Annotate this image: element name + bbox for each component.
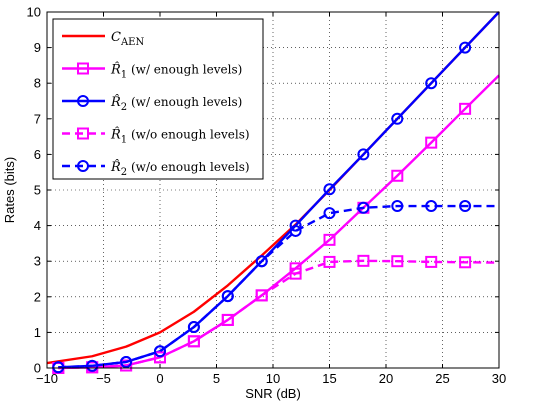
circle-marker <box>86 359 99 372</box>
legend-label: R̂1 (w/ enough levels) <box>110 61 242 80</box>
circle-marker <box>459 41 472 54</box>
y-tick-label: 1 <box>34 325 41 340</box>
y-tick-label: 5 <box>34 183 41 198</box>
circle-marker <box>221 290 234 303</box>
square-marker <box>323 233 336 246</box>
circle-marker <box>255 255 268 268</box>
circle-marker <box>289 224 302 237</box>
square-marker <box>425 255 438 268</box>
legend-item: R̂1 (w/ enough levels) <box>62 61 242 81</box>
circle-marker <box>357 201 370 214</box>
square-marker <box>323 255 336 268</box>
square-marker <box>357 254 370 267</box>
y-tick-label: 6 <box>34 147 41 162</box>
square-marker <box>459 256 472 269</box>
y-tick-label: 2 <box>34 289 41 304</box>
circle-marker <box>391 200 404 213</box>
square-marker <box>391 169 404 182</box>
x-axis-title: SNR (dB) <box>245 386 301 401</box>
legend-item: R̂1 (w/o enough levels) <box>62 126 250 146</box>
x-tick-label: 15 <box>322 371 336 386</box>
x-tick-label: 25 <box>435 371 449 386</box>
legend-item: CAEN <box>62 30 144 48</box>
circle-marker-legend <box>77 95 89 107</box>
y-tick-label: 4 <box>34 218 41 233</box>
square-marker <box>459 102 472 115</box>
square-marker <box>187 335 200 348</box>
circle-marker <box>52 361 65 374</box>
square-marker-legend <box>77 127 89 140</box>
series-5 <box>52 200 499 374</box>
x-tick-label: 0 <box>156 371 163 386</box>
square-marker <box>391 255 404 268</box>
series-layer <box>46 11 500 374</box>
x-tick-label: 10 <box>266 371 280 386</box>
square-marker <box>289 267 302 280</box>
circle-marker <box>391 112 404 125</box>
circle-marker-legend <box>77 160 89 172</box>
circle-marker <box>459 200 472 213</box>
circle-marker <box>154 345 166 358</box>
square-marker <box>425 136 438 149</box>
x-tick-label: −10 <box>36 371 58 386</box>
legend-item: R̂2 (w/o enough levels) <box>62 159 250 178</box>
square-marker <box>120 359 133 372</box>
circle-marker <box>289 219 302 232</box>
circle-marker <box>187 321 200 334</box>
circle-marker <box>425 77 438 90</box>
y-tick-label: 0 <box>34 361 41 376</box>
y-tick-label: 7 <box>34 111 41 126</box>
y-axis-title: Rates (bits) <box>2 157 17 223</box>
legend-item: R̂2 (w/ enough levels) <box>62 94 242 113</box>
x-tick-label: 5 <box>213 371 220 386</box>
x-tick-label: 30 <box>492 371 506 386</box>
legend-label: R̂2 (w/o enough levels) <box>110 159 250 178</box>
legend-label: CAEN <box>111 30 144 48</box>
y-tick-label: 3 <box>34 254 41 269</box>
tick-layer: −10 −5 0 5 10 15 20 25 30 0 1 2 3 4 5 6 7 8 9 10 <box>27 5 507 387</box>
legend-label: R̂1 (w/o enough levels) <box>110 126 250 145</box>
legend: CAEN R̂1 (w/ enough levels) R̂2 (w/ enough… <box>52 18 264 180</box>
circle-marker <box>425 200 438 213</box>
circle-marker <box>357 148 370 161</box>
square-marker <box>221 313 234 326</box>
square-marker <box>255 289 268 302</box>
circle-marker <box>323 183 336 196</box>
x-tick-label: 20 <box>379 371 393 386</box>
circle-marker <box>120 355 133 368</box>
x-tick-label: −5 <box>96 371 111 386</box>
square-marker-legend <box>77 62 89 75</box>
square-marker <box>154 351 166 364</box>
circle-marker <box>323 207 336 220</box>
y-tick-label: 8 <box>34 76 41 91</box>
y-tick-label: 10 <box>27 5 41 20</box>
legend-label: R̂2 (w/ enough levels) <box>110 94 242 113</box>
y-tick-label: 9 <box>34 40 41 55</box>
